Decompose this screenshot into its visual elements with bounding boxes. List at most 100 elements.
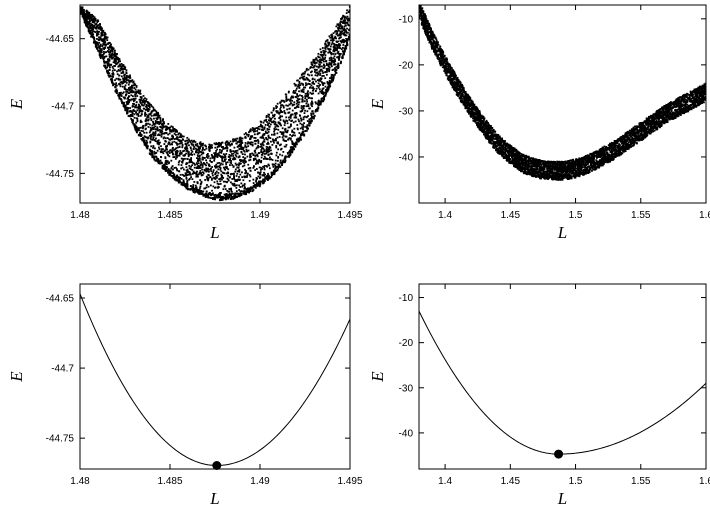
data-point: [322, 58, 325, 61]
data-point: [255, 159, 258, 162]
data-point: [196, 148, 199, 151]
data-point: [230, 190, 233, 193]
data-point: [194, 163, 196, 166]
data-point: [160, 135, 163, 138]
data-point: [334, 53, 337, 55]
data-point: [347, 36, 350, 39]
data-point: [99, 38, 102, 41]
data-point: [186, 147, 189, 150]
data-point: [312, 60, 315, 63]
data-point: [183, 182, 185, 185]
data-point: [163, 150, 166, 152]
plot-frame: [79, 4, 351, 204]
data-point: [139, 89, 142, 92]
data-point: [277, 167, 280, 170]
data-point: [330, 79, 333, 82]
data-point: [331, 79, 334, 82]
data-point: [260, 145, 263, 148]
data-point: [191, 154, 193, 156]
data-point: [257, 180, 260, 183]
data-point: [193, 187, 196, 190]
data-point: [80, 10, 82, 13]
data-point: [134, 124, 137, 127]
data-point: [273, 163, 276, 166]
data-point: [249, 130, 252, 133]
data-point: [347, 38, 350, 41]
data-point: [508, 152, 511, 155]
data-point: [263, 155, 266, 158]
data-point: [327, 44, 330, 47]
data-point: [291, 151, 294, 154]
data-point: [103, 33, 106, 36]
data-point: [279, 115, 282, 117]
data-point: [198, 165, 201, 168]
data-point: [211, 189, 213, 192]
data-point: [132, 102, 134, 105]
data-point: [205, 169, 208, 171]
data-point: [179, 153, 182, 155]
data-point: [241, 146, 244, 149]
data-point: [139, 92, 141, 95]
data-point: [240, 147, 243, 149]
data-point: [196, 190, 199, 193]
data-point: [202, 172, 205, 175]
data-point: [111, 49, 114, 52]
data-point: [259, 123, 262, 126]
data-point: [267, 150, 270, 153]
data-point: [185, 152, 188, 155]
data-point: [294, 134, 296, 137]
data-point: [242, 190, 245, 193]
data-point: [272, 165, 275, 168]
data-point: [336, 56, 338, 59]
data-point: [283, 145, 286, 148]
data-point: [188, 160, 191, 163]
data-point: [118, 83, 121, 86]
data-point: [339, 44, 342, 47]
data-point: [313, 70, 316, 73]
data-point: [175, 175, 178, 178]
data-point: [150, 145, 153, 148]
data-point: [116, 73, 119, 76]
data-point: [208, 143, 211, 146]
data-point: [343, 39, 346, 42]
data-point: [182, 150, 184, 153]
data-point: [279, 123, 282, 126]
data-point: [191, 178, 194, 181]
data-point: [230, 194, 233, 197]
data-point: [303, 100, 306, 103]
data-point: [330, 39, 332, 42]
data-point: [306, 120, 309, 122]
data-point: [345, 44, 348, 47]
data-point: [232, 155, 235, 157]
data-point: [170, 170, 173, 173]
data-point: [266, 149, 269, 151]
data-point: [175, 151, 178, 154]
data-point: [213, 198, 216, 201]
data-point: [236, 192, 239, 195]
data-point: [256, 184, 259, 187]
data-point: [139, 121, 142, 124]
data-point: [148, 131, 151, 134]
data-point: [249, 138, 251, 141]
data-point: [197, 152, 200, 155]
data-point: [197, 160, 200, 163]
data-point: [234, 154, 237, 156]
data-point: [131, 115, 134, 117]
data-point: [312, 117, 315, 120]
data-point: [289, 150, 292, 153]
data-point: [107, 42, 110, 44]
data-point: [279, 101, 282, 104]
data-point: [543, 168, 546, 171]
data-point: [90, 19, 93, 21]
data-point: [108, 48, 110, 51]
data-point: [157, 116, 160, 118]
data-point: [287, 154, 290, 157]
data-point: [141, 110, 144, 112]
data-point: [114, 83, 117, 86]
data-point: [326, 89, 329, 92]
data-point: [317, 99, 320, 102]
data-point: [226, 189, 229, 192]
data-point: [343, 27, 346, 30]
data-point: [167, 143, 170, 145]
